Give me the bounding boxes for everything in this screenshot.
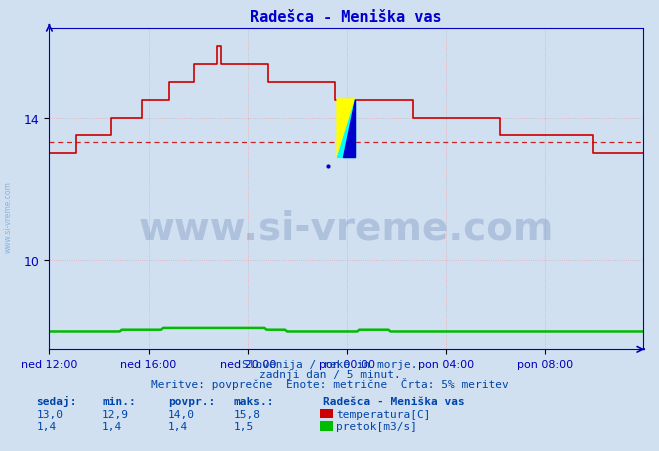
- Text: sedaj:: sedaj:: [36, 395, 76, 405]
- Text: 1,4: 1,4: [168, 421, 188, 431]
- Polygon shape: [337, 100, 355, 157]
- Text: zadnji dan / 5 minut.: zadnji dan / 5 minut.: [258, 369, 401, 379]
- Text: Meritve: povprečne  Enote: metrične  Črta: 5% meritev: Meritve: povprečne Enote: metrične Črta:…: [151, 377, 508, 389]
- Text: Slovenija / reke in morje.: Slovenija / reke in morje.: [242, 359, 417, 369]
- Text: 1,4: 1,4: [36, 421, 57, 431]
- Text: www.si-vreme.com: www.si-vreme.com: [3, 180, 13, 253]
- Title: Radešca - Meniška vas: Radešca - Meniška vas: [250, 10, 442, 25]
- Text: 1,5: 1,5: [234, 421, 254, 431]
- Text: www.si-vreme.com: www.si-vreme.com: [138, 209, 554, 247]
- Text: 12,9: 12,9: [102, 409, 129, 419]
- Text: maks.:: maks.:: [234, 396, 274, 405]
- Text: 13,0: 13,0: [36, 409, 63, 419]
- Polygon shape: [343, 100, 355, 157]
- Text: temperatura[C]: temperatura[C]: [336, 409, 430, 419]
- Text: pretok[m3/s]: pretok[m3/s]: [336, 421, 417, 431]
- Text: 15,8: 15,8: [234, 409, 261, 419]
- Text: 14,0: 14,0: [168, 409, 195, 419]
- Text: Radešca - Meniška vas: Radešca - Meniška vas: [323, 396, 465, 405]
- Text: 1,4: 1,4: [102, 421, 123, 431]
- Text: min.:: min.:: [102, 396, 136, 405]
- Text: povpr.:: povpr.:: [168, 396, 215, 405]
- Polygon shape: [337, 100, 355, 157]
